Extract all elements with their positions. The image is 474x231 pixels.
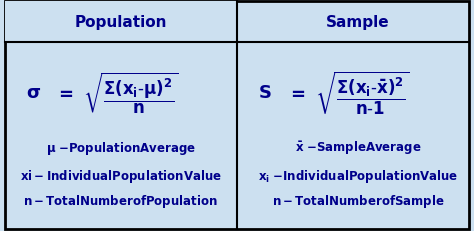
Text: $\mathbf{=}$: $\mathbf{=}$: [287, 83, 305, 101]
Text: $\bf{n - Total Number of Population}$: $\bf{n - Total Number of Population}$: [23, 192, 219, 210]
Text: $\mathbf{S}$: $\mathbf{S}$: [258, 83, 272, 101]
Text: $\mathbf{\sigma}$: $\mathbf{\sigma}$: [26, 83, 41, 101]
Text: $\bf{xi - Individual Population Value}$: $\bf{xi - Individual Population Value}$: [20, 167, 222, 184]
Text: $\bf{n - Total Number of Sample}$: $\bf{n - Total Number of Sample}$: [272, 192, 444, 210]
Text: $\mathbf{\mu}$ $\bf{- Population Average}$: $\mathbf{\mu}$ $\bf{- Population Average…: [46, 139, 196, 156]
Text: $\mathbf{\sqrt{\dfrac{\boldsymbol{\Sigma}(x_i\text{-}\bar{x})^2}{n\text{-}1}}}$: $\mathbf{\sqrt{\dfrac{\boldsymbol{\Sigma…: [315, 69, 410, 116]
Text: Sample: Sample: [326, 15, 390, 30]
Text: $\mathbf{=}$: $\mathbf{=}$: [55, 83, 73, 101]
Text: $\mathbf{\sqrt{\dfrac{\boldsymbol{\Sigma}(x_i\text{-}\mu)^2}{n}}}$: $\mathbf{\sqrt{\dfrac{\boldsymbol{\Sigma…: [83, 70, 178, 115]
Text: $\mathbf{\bar{x}}$ $\bf{- Sample Average}$: $\mathbf{\bar{x}}$ $\bf{- Sample Average…: [295, 139, 421, 156]
Text: $\mathbf{x_i}$ $\bf{- Individual Population Value}$: $\mathbf{x_i}$ $\bf{- Individual Populat…: [258, 167, 458, 184]
Bar: [5, 2, 237, 43]
Text: Population: Population: [74, 15, 167, 30]
